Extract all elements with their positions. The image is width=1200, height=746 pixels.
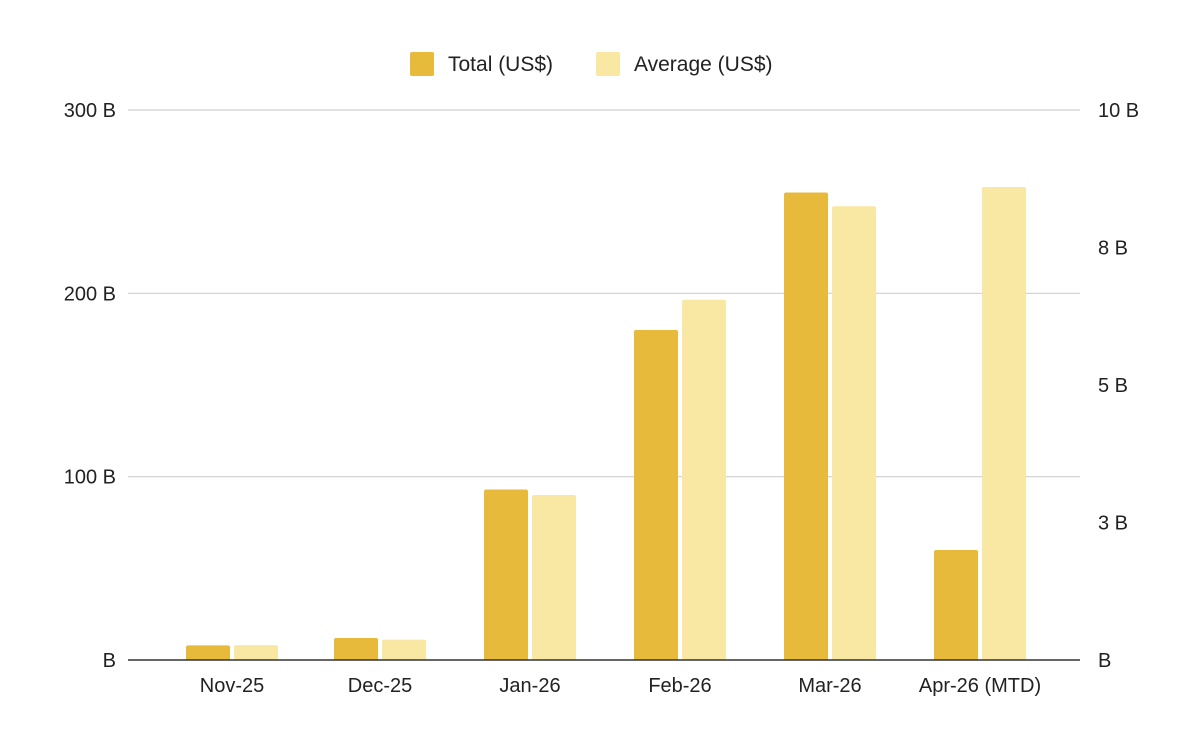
legend-swatch-average (596, 52, 620, 76)
bar-average[interactable] (532, 495, 576, 660)
left-tick-label: 200 B (64, 283, 116, 305)
legend-item-total[interactable]: Total (US$) (410, 52, 553, 76)
gridlines (128, 109, 1080, 478)
bar-total[interactable] (484, 489, 528, 661)
legend-label-average: Average (US$) (634, 53, 773, 76)
bar-average[interactable] (682, 299, 726, 660)
bar-average[interactable] (382, 639, 426, 660)
right-tick-label: 5 B (1098, 375, 1128, 397)
right-tick-label: 8 B (1098, 238, 1128, 260)
x-tick-label: Nov-25 (200, 675, 264, 697)
bar-total[interactable] (934, 550, 978, 660)
bar-average[interactable] (832, 206, 876, 660)
bar-total[interactable] (186, 645, 230, 660)
bar-total[interactable] (334, 638, 378, 660)
legend: Total (US$) Average (US$) (410, 52, 773, 76)
legend-item-average[interactable]: Average (US$) (596, 52, 773, 76)
x-axis: Nov-25 Dec-25 Jan-26 Feb-26 Mar-26 Apr-26 (MT… (200, 675, 1041, 697)
right-y-axis: B 3 B 5 B 8 B 10 B (1098, 100, 1139, 672)
right-tick-label: B (1098, 650, 1111, 672)
right-tick-label: 3 B (1098, 513, 1128, 535)
bars (186, 187, 1026, 660)
x-tick-label: Apr-26 (MTD) (919, 675, 1041, 697)
left-tick-label: B (103, 650, 116, 672)
x-tick-label: Jan-26 (499, 675, 560, 697)
x-tick-label: Mar-26 (798, 675, 861, 697)
legend-label-total: Total (US$) (448, 53, 553, 76)
right-tick-label: 10 B (1098, 100, 1139, 122)
bar-total[interactable] (634, 330, 678, 660)
bar-average[interactable] (982, 187, 1026, 660)
left-y-axis: B 100 B 200 B 300 B (64, 100, 116, 672)
left-tick-label: 300 B (64, 100, 116, 122)
bar-average[interactable] (234, 645, 278, 660)
x-tick-label: Feb-26 (648, 675, 711, 697)
bar-total[interactable] (784, 192, 828, 661)
x-tick-label: Dec-25 (348, 675, 412, 697)
left-tick-label: 100 B (64, 467, 116, 489)
legend-swatch-total (410, 52, 434, 76)
